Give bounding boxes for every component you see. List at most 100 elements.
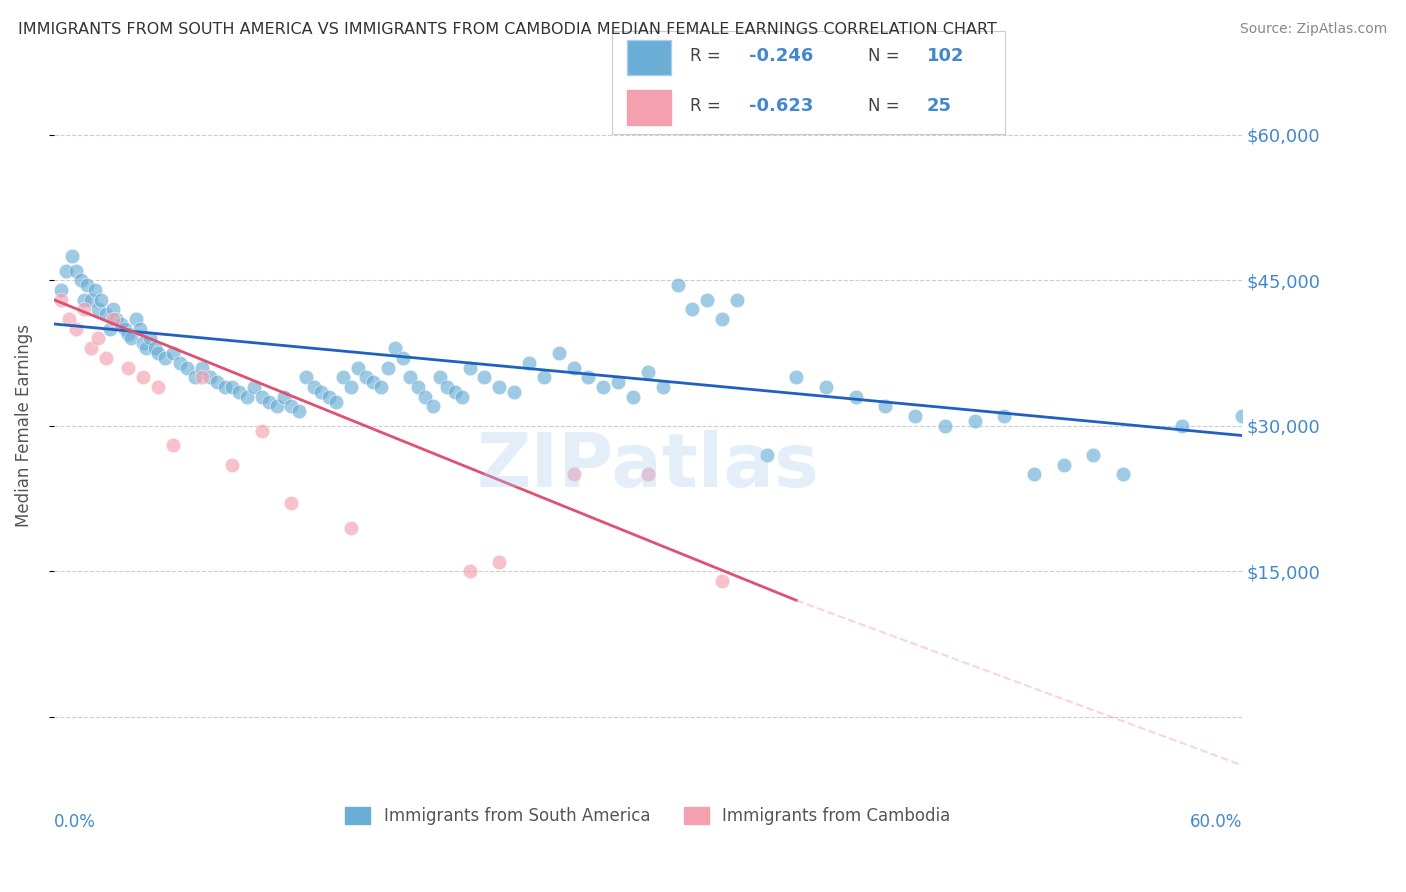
Point xyxy=(191,370,214,384)
Point xyxy=(87,331,110,345)
Point xyxy=(384,341,406,355)
Point xyxy=(87,302,110,317)
Text: N =: N = xyxy=(868,47,904,65)
Point xyxy=(221,458,243,472)
Point xyxy=(257,394,280,409)
Point xyxy=(146,346,169,360)
Point xyxy=(875,400,897,414)
Point xyxy=(288,404,311,418)
Text: R =: R = xyxy=(690,97,727,115)
Point xyxy=(332,370,354,384)
Legend: Immigrants from South America, Immigrants from Cambodia: Immigrants from South America, Immigrant… xyxy=(339,800,957,831)
Point xyxy=(637,366,659,380)
Point xyxy=(458,360,481,375)
Point xyxy=(280,400,302,414)
Point xyxy=(250,390,273,404)
Point xyxy=(325,394,347,409)
Point xyxy=(124,312,146,326)
Point xyxy=(621,390,644,404)
Point xyxy=(139,331,162,345)
Point xyxy=(845,390,868,404)
Text: 25: 25 xyxy=(927,97,952,115)
Text: IMMIGRANTS FROM SOUTH AMERICA VS IMMIGRANTS FROM CAMBODIA MEDIAN FEMALE EARNINGS: IMMIGRANTS FROM SOUTH AMERICA VS IMMIGRA… xyxy=(18,22,997,37)
Point xyxy=(413,390,436,404)
Point xyxy=(755,448,778,462)
Point xyxy=(103,312,125,326)
Point xyxy=(1083,448,1105,462)
Point xyxy=(243,380,266,394)
Text: -0.246: -0.246 xyxy=(749,47,814,65)
Point xyxy=(904,409,927,423)
Point xyxy=(221,380,243,394)
Point xyxy=(72,302,94,317)
Point xyxy=(117,326,139,341)
Point xyxy=(65,322,87,336)
Point xyxy=(273,390,295,404)
Point xyxy=(236,390,259,404)
Text: 0.0%: 0.0% xyxy=(53,813,96,830)
Point xyxy=(120,331,142,345)
Point xyxy=(399,370,422,384)
Point xyxy=(562,360,585,375)
Point xyxy=(592,380,614,394)
Text: N =: N = xyxy=(868,97,904,115)
Point xyxy=(76,278,98,293)
Point xyxy=(1052,458,1074,472)
Point xyxy=(51,293,73,307)
Point xyxy=(666,278,689,293)
Y-axis label: Median Female Earnings: Median Female Earnings xyxy=(15,325,32,527)
Bar xyxy=(627,40,671,75)
Point xyxy=(143,341,166,355)
Text: R =: R = xyxy=(690,47,727,65)
Point xyxy=(309,384,332,399)
Point xyxy=(155,351,177,365)
Point xyxy=(1112,467,1135,482)
Point xyxy=(340,520,363,534)
Point xyxy=(146,380,169,394)
Point xyxy=(503,384,526,399)
Point xyxy=(488,380,510,394)
Point xyxy=(162,346,184,360)
Text: 60.0%: 60.0% xyxy=(1189,813,1241,830)
Point xyxy=(280,496,302,510)
Point xyxy=(58,312,80,326)
Point xyxy=(72,293,94,307)
Point xyxy=(250,424,273,438)
Point xyxy=(474,370,496,384)
Point xyxy=(517,356,540,370)
Point xyxy=(205,375,228,389)
Point xyxy=(105,312,128,326)
Point xyxy=(169,356,191,370)
Point xyxy=(318,390,340,404)
Point xyxy=(451,390,474,404)
Point xyxy=(711,574,734,588)
Point xyxy=(578,370,600,384)
Point xyxy=(94,307,117,321)
Point xyxy=(815,380,838,394)
Point xyxy=(55,263,77,277)
Point xyxy=(361,375,384,389)
Point xyxy=(354,370,377,384)
Point xyxy=(347,360,370,375)
Point xyxy=(1171,418,1194,433)
Point xyxy=(84,283,107,297)
Point xyxy=(129,322,152,336)
Bar xyxy=(627,90,671,125)
Point xyxy=(132,370,155,384)
Point xyxy=(60,249,83,263)
Point xyxy=(406,380,429,394)
Point xyxy=(90,293,112,307)
Point xyxy=(114,322,136,336)
Point xyxy=(80,341,103,355)
Point xyxy=(191,360,214,375)
Point xyxy=(377,360,399,375)
Point xyxy=(184,370,207,384)
Point xyxy=(725,293,748,307)
Point xyxy=(110,317,132,331)
Point xyxy=(651,380,673,394)
Point xyxy=(696,293,718,307)
Point xyxy=(436,380,458,394)
Point xyxy=(681,302,703,317)
Point xyxy=(80,293,103,307)
Point xyxy=(963,414,986,428)
